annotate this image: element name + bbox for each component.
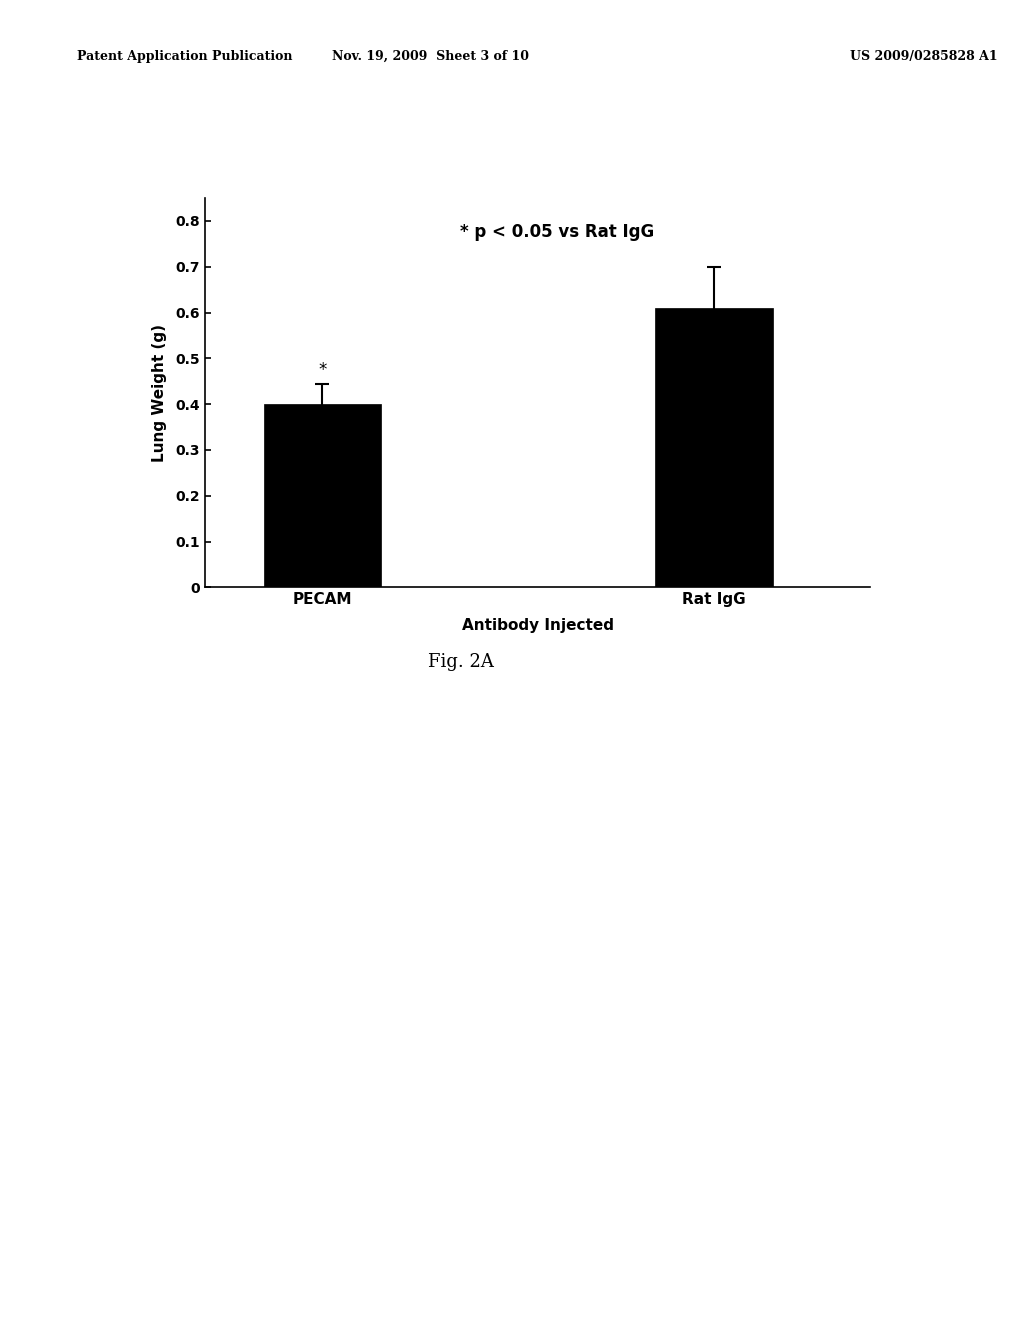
Bar bbox=[655, 308, 772, 587]
X-axis label: Antibody Injected: Antibody Injected bbox=[462, 618, 613, 634]
Y-axis label: Lung Weight (g): Lung Weight (g) bbox=[152, 323, 167, 462]
Text: Fig. 2A: Fig. 2A bbox=[428, 652, 494, 671]
Text: *: * bbox=[318, 360, 327, 379]
Text: Patent Application Publication: Patent Application Publication bbox=[77, 50, 292, 63]
Text: US 2009/0285828 A1: US 2009/0285828 A1 bbox=[850, 50, 997, 63]
Text: Nov. 19, 2009  Sheet 3 of 10: Nov. 19, 2009 Sheet 3 of 10 bbox=[332, 50, 528, 63]
Bar bbox=[263, 404, 381, 587]
Text: * p < 0.05 vs Rat IgG: * p < 0.05 vs Rat IgG bbox=[460, 223, 654, 242]
